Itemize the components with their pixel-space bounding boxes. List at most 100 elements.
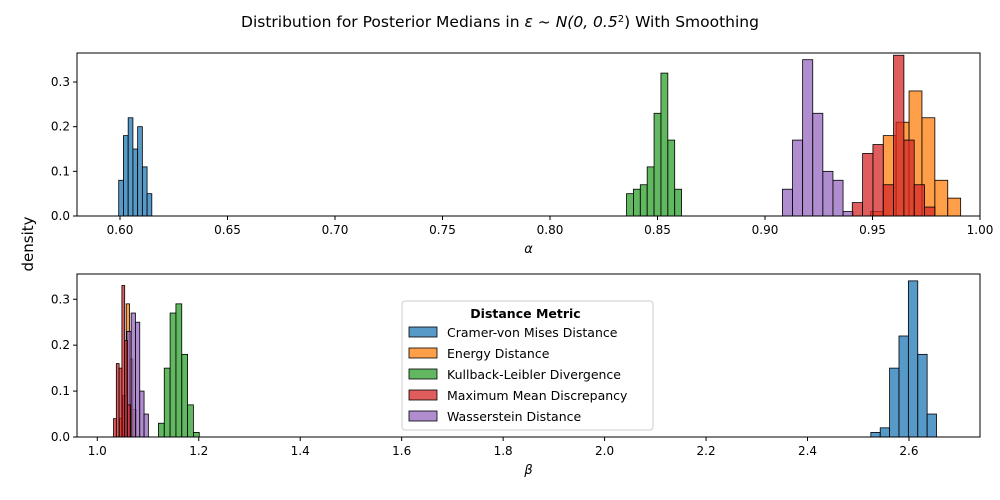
histogram-bar	[924, 206, 936, 217]
series-cramer-von-mises-distance	[870, 280, 937, 438]
figure-title: Distribution for Posterior Medians in ε …	[241, 13, 759, 31]
legend-label: Wasserstein Distance	[447, 409, 582, 424]
histogram-bar	[163, 367, 171, 438]
histogram-bar	[660, 72, 669, 217]
histogram-bar	[626, 193, 634, 217]
histogram-bar	[907, 280, 919, 438]
x-tick-label: 2.0	[595, 444, 614, 458]
histogram-bar	[135, 321, 141, 438]
histogram-bar	[139, 390, 145, 438]
y-tick-label: 0.2	[51, 120, 70, 134]
x-tick-label: 0.75	[429, 223, 456, 237]
y-tick-label: 0.0	[51, 430, 70, 444]
histogram-bar	[130, 312, 136, 438]
legend-swatch	[408, 326, 438, 338]
histogram-bar	[802, 59, 814, 217]
histogram-bar	[646, 166, 655, 217]
beta-histogram-panel: 1.0 1.2 1.4 1.6 1.8 2.0 2.2 2.4 2.6 0.0 0.1 0.2 0.3 β	[51, 273, 981, 478]
histogram-bar	[639, 184, 648, 217]
x-tick-label: 1.2	[189, 444, 208, 458]
histogram-bar	[832, 179, 844, 217]
figure-ylabel: density	[19, 216, 37, 271]
histogram-bar	[146, 193, 153, 217]
histogram-bar	[143, 413, 149, 438]
x-tick-label: 0.60	[107, 223, 134, 237]
histogram-bar	[118, 367, 123, 438]
x-tick-label: 0.70	[322, 223, 349, 237]
y-tick-label: 0.1	[51, 164, 70, 178]
legend-swatch	[408, 347, 438, 359]
x-tick-label: 1.4	[291, 444, 310, 458]
histogram-bar	[889, 367, 900, 438]
histogram-bar	[913, 184, 925, 217]
legend-swatch	[408, 368, 438, 380]
x-tick-label: 0.95	[859, 223, 886, 237]
histogram-bar	[132, 148, 139, 217]
histogram-bar	[137, 126, 143, 217]
series-wasserstein-distance	[782, 59, 854, 217]
histogram-bar	[118, 179, 124, 217]
x-tick-label: 0.80	[537, 223, 564, 237]
x-tick-label: 2.6	[899, 444, 918, 458]
series-kullback-leibler-divergence	[158, 303, 200, 438]
histogram-bar	[187, 404, 194, 438]
legend-box	[401, 300, 654, 431]
histogram-bar	[123, 135, 129, 217]
histogram-bar	[113, 418, 117, 438]
histogram-bar	[812, 112, 824, 217]
histogram-bar	[633, 188, 641, 217]
histogram-bar	[851, 202, 864, 217]
x-tick-label: 1.0	[88, 444, 107, 458]
series-kullback-leibler-divergence	[626, 72, 682, 217]
alpha-histogram-panel: 0.60 0.65 0.70 0.75 0.80 0.85 0.90 0.95 1.00 0.0 0…	[51, 52, 994, 257]
legend-swatch	[408, 389, 438, 401]
histogram-bar	[127, 404, 131, 438]
histogram-bar	[667, 139, 676, 217]
histogram-bar	[822, 170, 834, 217]
histogram-bar	[127, 117, 134, 217]
histogram-bar	[124, 340, 128, 438]
x-axis-label: α	[524, 242, 533, 257]
histogram-bar	[879, 427, 891, 438]
histogram-bar	[193, 432, 200, 438]
histogram-bar	[175, 303, 183, 438]
series-maximum-mean-discrepancy	[113, 285, 131, 438]
x-tick-label: 0.65	[214, 223, 241, 237]
histogram-bar	[158, 422, 165, 438]
histogram-bar	[882, 184, 894, 217]
x-tick-label: 2.2	[697, 444, 716, 458]
x-axis-label: β	[523, 463, 532, 478]
y-tick-label: 0.3	[51, 292, 70, 306]
histogram-bar	[862, 153, 874, 217]
histogram-bar	[934, 179, 949, 217]
histogram-bar	[121, 285, 126, 438]
legend: Distance Metric Cramer-von Mises Distance…	[401, 300, 654, 431]
histogram-bar	[141, 166, 148, 217]
legend-label: Cramer-von Mises Distance	[447, 325, 618, 340]
y-tick-label: 0.0	[51, 209, 70, 223]
legend-title: Distance Metric	[470, 306, 580, 321]
y-tick-label: 0.2	[51, 338, 70, 352]
x-tick-label: 1.6	[392, 444, 411, 458]
axes-frame	[76, 273, 981, 438]
histogram-bar	[917, 353, 928, 438]
legend-swatch	[408, 410, 438, 422]
histogram-bar	[893, 54, 905, 217]
x-tick-label: 2.4	[798, 444, 817, 458]
histogram-bar	[169, 312, 177, 438]
x-tick-label: 1.00	[967, 223, 994, 237]
histogram-bar	[115, 363, 120, 438]
x-tick-label: 0.90	[752, 223, 779, 237]
y-tick-label: 0.3	[51, 75, 70, 89]
histogram-bar	[674, 188, 682, 217]
x-tick-label: 1.8	[494, 444, 513, 458]
histogram-bar	[947, 197, 962, 217]
y-tick-label: 0.1	[51, 384, 70, 398]
histogram-bar	[792, 139, 804, 217]
histogram-bar	[842, 211, 854, 217]
legend-label: Energy Distance	[447, 346, 550, 361]
histogram-bar	[782, 188, 793, 217]
histogram-bar	[903, 139, 915, 217]
histogram-bar	[898, 335, 909, 438]
